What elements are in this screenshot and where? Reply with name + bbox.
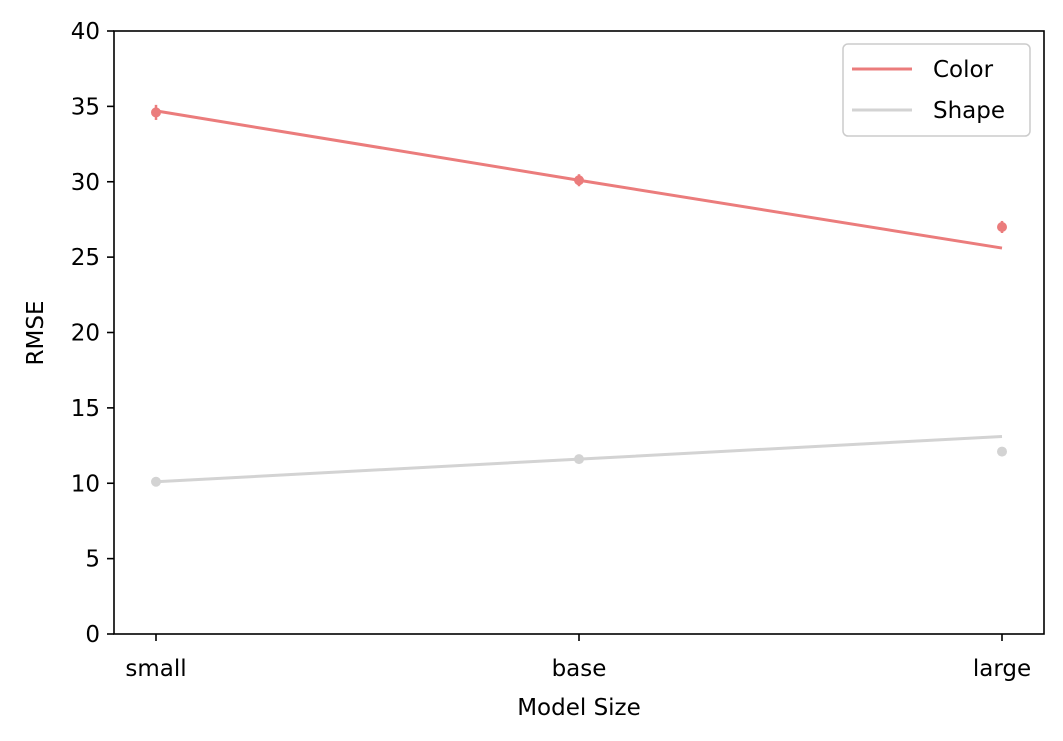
data-point — [997, 221, 1007, 232]
x-tick-label: large — [973, 656, 1031, 682]
y-tick-label: 20 — [71, 321, 100, 347]
x-axis-label: Model Size — [517, 695, 641, 721]
x-tick-label: small — [125, 656, 186, 682]
y-tick-label: 0 — [85, 622, 100, 648]
data-point — [151, 107, 161, 118]
y-tick-label: 30 — [71, 170, 100, 196]
data-point — [151, 476, 161, 487]
legend-label: Shape — [933, 98, 1005, 124]
series-layer — [151, 104, 1007, 487]
y-tick-label: 10 — [71, 471, 100, 497]
data-point — [574, 454, 584, 465]
y-tick-label: 15 — [71, 396, 100, 422]
y-tick-label: 5 — [85, 547, 100, 573]
legend: Color Shape — [842, 43, 1031, 137]
y-tick-label: 40 — [71, 19, 100, 45]
legend-box — [842, 43, 1031, 137]
series-color — [151, 104, 1007, 250]
y-axis-label: RMSE — [23, 301, 49, 366]
x-tick-label: base — [552, 656, 607, 682]
legend-label: Color — [933, 57, 994, 83]
ticks-layer: 0 5 10 15 20 25 30 35 40 small base large — [71, 19, 1031, 682]
data-point — [574, 175, 584, 186]
series-shape — [151, 435, 1007, 487]
y-tick-label: 35 — [71, 94, 100, 120]
data-point — [997, 446, 1007, 457]
y-tick-label: 25 — [71, 245, 100, 271]
